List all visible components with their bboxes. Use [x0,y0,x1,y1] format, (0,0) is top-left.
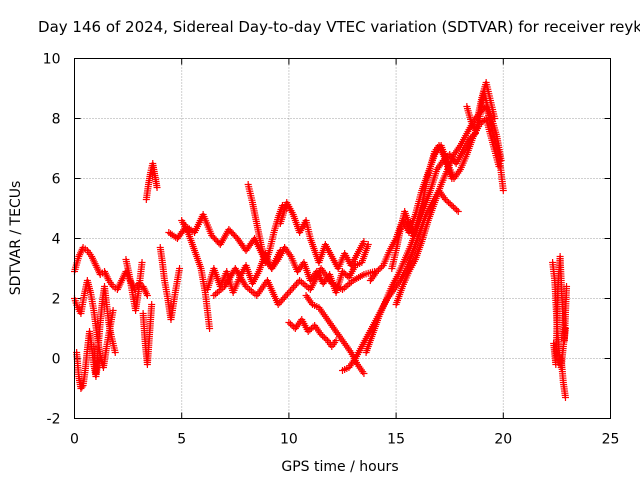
data-point [479,118,487,125]
data-point [497,157,505,164]
series-track-23 [474,79,499,122]
data-point [285,319,293,326]
y-axis-label: SDTVAR / TECUs [8,181,24,296]
data-point [448,175,456,182]
series-track-14 [276,199,368,272]
x-tick-label: 0 [70,432,79,448]
y-tick-label: 8 [52,112,61,128]
series-track-10 [178,217,214,332]
data-point [138,259,146,266]
data-point [286,287,294,295]
data-point [378,263,386,271]
series-track-22 [463,88,505,164]
data-point [360,370,368,377]
data-point [454,208,462,215]
data-point [279,295,287,303]
series-track-26 [555,355,569,401]
data-point [282,292,290,300]
y-tick-label: 4 [52,232,61,248]
data-point [342,271,350,278]
data-point [441,196,449,203]
data-point [332,337,340,344]
data-point [304,328,312,335]
series-track-15 [285,316,340,350]
y-tick-label: 10 [43,52,61,68]
data-point [276,299,284,307]
data-point [451,205,459,212]
data-point [306,326,314,334]
data-marks [71,79,571,401]
y-tick-label: 2 [52,292,61,308]
data-point [491,115,499,122]
data-point [448,202,456,209]
data-point [277,297,285,305]
data-point [319,332,327,340]
y-tick-label: 0 [52,352,61,368]
data-point [283,290,291,298]
data-point [364,241,372,248]
data-point [449,203,457,211]
data-point [206,325,214,332]
data-point [109,307,117,314]
x-tick-label: 10 [280,432,298,448]
data-point [340,269,348,277]
data-point [374,266,382,274]
data-point [280,294,288,302]
data-point [111,349,119,356]
series-track-2 [71,277,117,371]
y-tick-label: -2 [47,412,61,428]
data-point [293,280,301,288]
data-point [322,335,330,343]
data-point [291,282,299,290]
series-track-18 [362,130,479,356]
data-point [563,283,571,290]
x-tick-label: 15 [387,432,405,448]
data-point [317,331,325,338]
series-track-6 [139,301,156,368]
data-point [339,268,346,275]
series-track-16 [302,292,368,377]
data-point [289,283,297,291]
data-point [373,268,381,275]
data-point [499,187,507,194]
data-point [274,301,282,308]
x-tick-label: 5 [177,432,186,448]
data-point [288,285,296,293]
data-point [320,334,328,341]
data-point [143,292,151,299]
x-tick-label: 20 [494,432,512,448]
x-tick-label: 25 [602,432,620,448]
data-point [360,238,368,245]
data-point [78,383,86,391]
data-point [453,206,461,214]
series-track-12 [210,265,379,308]
data-point [443,197,451,205]
data-point [495,163,503,170]
plot-frame [74,58,611,419]
series-track-7 [142,160,161,203]
series-track-5 [122,256,146,314]
y-tick-label: 6 [52,172,61,188]
data-point [176,265,184,272]
series-track-8 [156,244,184,323]
data-point [153,184,161,191]
series-track-25 [550,253,571,368]
chart-title: Day 146 of 2024, Sidereal Day-to-day VTE… [38,18,640,36]
data-point [285,289,293,296]
data-point [561,394,569,401]
data-point [446,200,454,208]
series-track-4 [90,283,119,377]
data-point [287,320,295,328]
data-point [445,199,453,206]
x-axis-label: GPS time / hours [281,459,398,475]
data-point [148,301,156,308]
data-point [376,265,384,272]
